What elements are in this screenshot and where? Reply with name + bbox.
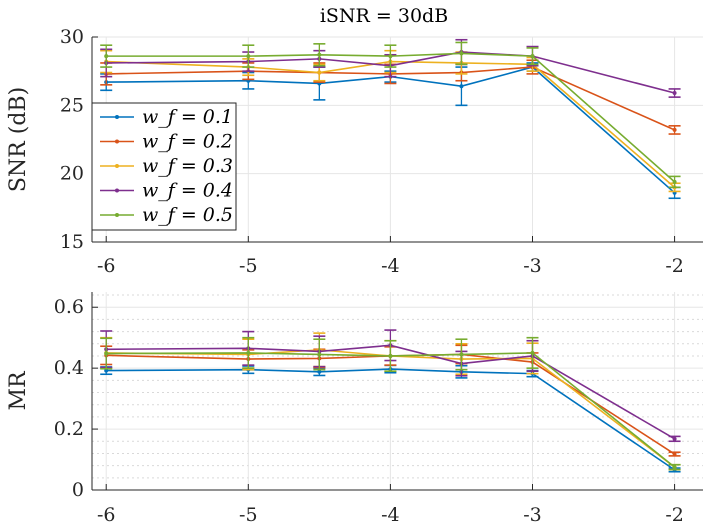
data-point bbox=[317, 369, 322, 374]
data-point bbox=[672, 465, 677, 470]
data-point bbox=[246, 350, 251, 355]
x-tick-label: -3 bbox=[523, 255, 542, 277]
y-tick-label: 15 bbox=[60, 231, 84, 253]
legend-entry: w_f = 0.2 bbox=[142, 131, 233, 153]
data-point bbox=[104, 368, 109, 373]
legend-marker bbox=[115, 213, 119, 217]
data-point bbox=[459, 352, 464, 357]
data-point bbox=[388, 353, 393, 358]
data-point bbox=[459, 84, 464, 89]
data-point bbox=[530, 350, 535, 355]
figure-title: iSNR = 30dB bbox=[320, 5, 448, 27]
x-tick-label: -5 bbox=[239, 255, 258, 277]
x-tick-label: -2 bbox=[665, 255, 684, 277]
data-point bbox=[530, 54, 535, 59]
legend-entry: w_f = 0.5 bbox=[142, 204, 233, 226]
y-tick-label: 0.6 bbox=[54, 296, 84, 318]
series-wf05 bbox=[100, 41, 681, 189]
data-point bbox=[672, 452, 677, 457]
data-point bbox=[246, 54, 251, 59]
data-point bbox=[459, 51, 464, 56]
data-point bbox=[388, 54, 393, 59]
legend-entry: w_f = 0.3 bbox=[142, 155, 233, 177]
legend-marker bbox=[115, 164, 119, 168]
data-point bbox=[317, 352, 322, 357]
legend-entry: w_f = 0.1 bbox=[142, 106, 233, 128]
x-tick-label: -5 bbox=[239, 504, 258, 525]
y-tick-label: 0.2 bbox=[54, 418, 84, 440]
x-tick-label: -4 bbox=[381, 504, 400, 525]
legend-marker bbox=[115, 188, 119, 193]
y-tick-label: 0.4 bbox=[54, 357, 84, 379]
legend-entry: w_f = 0.4 bbox=[142, 180, 233, 202]
data-point bbox=[672, 91, 677, 96]
y-axis-label: SNR (dB) bbox=[6, 87, 31, 192]
y-tick-label: 20 bbox=[60, 163, 84, 185]
mr-panel: 0 0.2 0.4 0.6 -6 -5 -4 -3 -2 MR bbox=[6, 292, 703, 525]
y-tick-label: 30 bbox=[60, 26, 84, 48]
x-tick-label: -6 bbox=[97, 255, 116, 277]
data-point bbox=[672, 127, 677, 132]
series-wf05 bbox=[100, 336, 681, 471]
data-point bbox=[672, 436, 677, 441]
y-tick-label: 0 bbox=[72, 479, 84, 501]
data-point bbox=[104, 351, 109, 356]
legend-marker bbox=[115, 115, 119, 119]
snr-panel: 15 20 25 30 -6 -5 -4 -3 -2 SNR (dB) bbox=[6, 26, 703, 277]
legend-marker bbox=[115, 139, 119, 144]
legend: w_f = 0.1 w_f = 0.2w_f = 0.3 w_f = 0.4w_f … bbox=[91, 102, 237, 231]
x-tick-label: -6 bbox=[97, 504, 116, 525]
y-axis-label: MR bbox=[6, 370, 31, 411]
x-tick-label: -4 bbox=[381, 255, 400, 277]
data-point bbox=[672, 179, 677, 184]
x-tick-label: -3 bbox=[523, 504, 542, 525]
data-point bbox=[104, 54, 109, 59]
data-point bbox=[317, 52, 322, 57]
data-point bbox=[317, 70, 322, 75]
y-tick-label: 25 bbox=[60, 94, 84, 116]
x-tick-label: -2 bbox=[665, 504, 684, 525]
